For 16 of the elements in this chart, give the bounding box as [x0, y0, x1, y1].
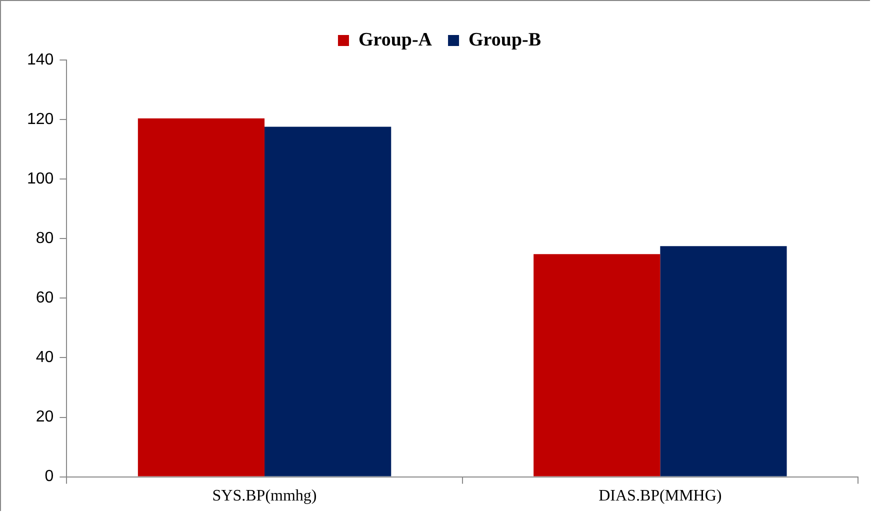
x-tick-label: DIAS.BP(MMHG) [598, 488, 722, 505]
y-tick-label: 60 [36, 290, 54, 307]
legend-label: Group-A [358, 29, 432, 50]
bar [534, 254, 660, 476]
y-tick-label: 120 [26, 110, 54, 128]
legend-label: Group-B [468, 29, 542, 50]
y-tick-label: 140 [26, 51, 54, 68]
y-tick-label: 20 [36, 408, 54, 426]
y-tick-label: 0 [44, 468, 54, 486]
x-tick-label: SYS.BP(mmhg) [212, 488, 317, 505]
bar [138, 118, 265, 476]
y-tick-label: 100 [26, 170, 54, 188]
y-tick-label: 80 [36, 230, 54, 248]
bar [660, 246, 787, 476]
bar [264, 126, 392, 476]
y-tick-label: 40 [36, 349, 54, 366]
